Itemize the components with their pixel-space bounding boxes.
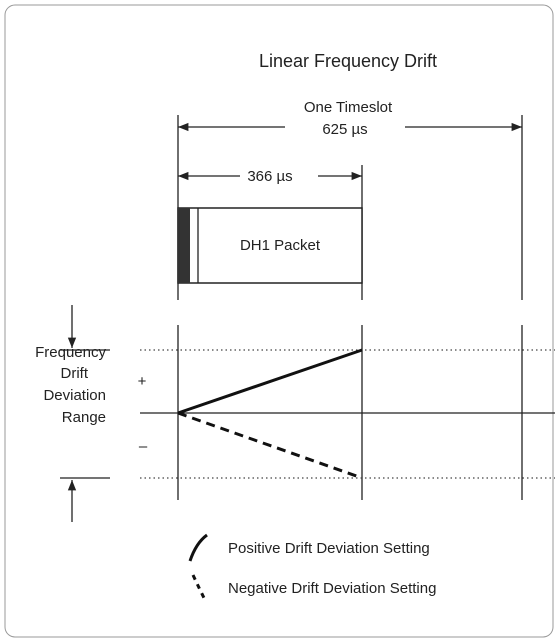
packet-header	[178, 208, 190, 283]
title: Linear Frequency Drift	[259, 51, 437, 71]
minus-sign: –	[139, 438, 148, 455]
positive-drift	[177, 348, 363, 415]
range-label: Range	[62, 409, 106, 426]
legend-positive: Positive Drift Deviation Setting	[228, 540, 430, 557]
frame	[4, 4, 554, 638]
plus-sign: +	[138, 373, 147, 390]
legend-positive-swatch	[188, 533, 208, 562]
timeslot-duration: 625 µs	[322, 121, 367, 138]
packet-label: DH1 Packet	[240, 237, 321, 254]
range-label: Drift	[61, 365, 89, 382]
legend-negative-swatch	[191, 574, 208, 603]
packet-duration: 366 µs	[247, 168, 292, 185]
timeslot-label: One Timeslot	[304, 99, 393, 116]
packet	[177, 207, 363, 284]
range-label: Frequency	[35, 344, 106, 361]
negative-drift	[177, 411, 363, 480]
range-label: Deviation	[43, 387, 106, 404]
legend-negative: Negative Drift Deviation Setting	[228, 580, 436, 597]
